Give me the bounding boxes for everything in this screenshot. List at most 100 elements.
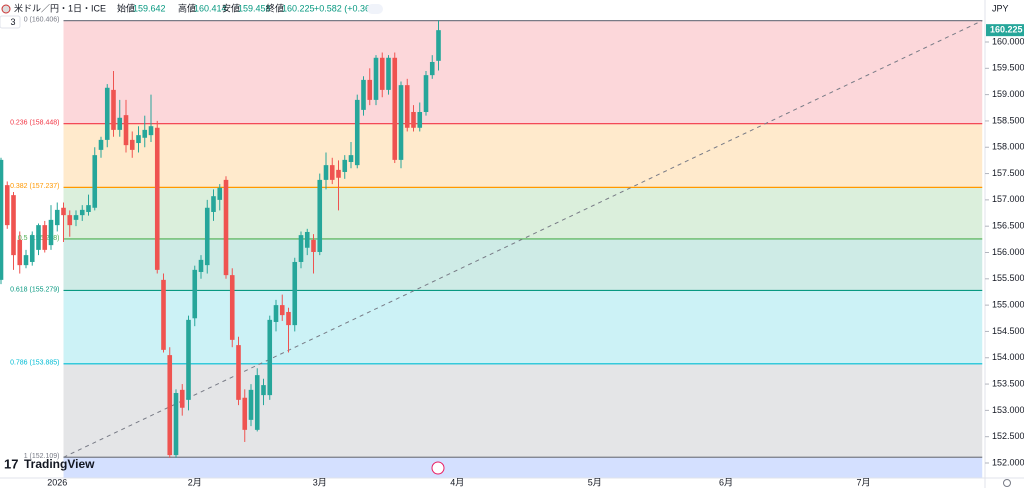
candle-body bbox=[273, 305, 279, 322]
x-tick-label: 7月 bbox=[856, 477, 870, 487]
fib-zone bbox=[63, 187, 983, 239]
candle-body bbox=[111, 89, 116, 130]
ohlc-name: 始値 bbox=[117, 2, 135, 13]
settings-icon[interactable] bbox=[1003, 479, 1011, 487]
fib-zone bbox=[63, 363, 983, 458]
candle-body bbox=[279, 305, 285, 316]
candle-body bbox=[386, 57, 391, 90]
axes: 152.000 152.500 153.000 153.500 154.000 154.5… bbox=[47, 24, 1024, 487]
y-tick-label: 153.000 bbox=[992, 405, 1024, 415]
candle-body bbox=[404, 85, 410, 128]
y-tick-label: 156.000 bbox=[992, 247, 1024, 257]
fib-label: 0.618 (155.279) bbox=[10, 286, 59, 293]
last-price-label: 160.225 bbox=[990, 25, 1023, 35]
candle-body bbox=[398, 85, 404, 160]
candle-body bbox=[148, 126, 154, 136]
candle-body bbox=[4, 185, 10, 226]
fib-label: 0 (160.406) bbox=[24, 16, 60, 23]
currency: JPY bbox=[992, 3, 1009, 13]
candle-body bbox=[123, 115, 129, 146]
candle-body bbox=[261, 385, 266, 396]
candle-body bbox=[154, 127, 160, 270]
candle-body bbox=[361, 79, 366, 110]
candle-body bbox=[42, 225, 48, 250]
candle-body bbox=[86, 205, 91, 212]
fib-label: 1 (152.109) bbox=[24, 453, 60, 460]
ohlc-value: 159.458 bbox=[238, 3, 271, 13]
candle-body bbox=[0, 159, 4, 280]
y-tick-label: 159.500 bbox=[992, 63, 1024, 73]
candle-body bbox=[304, 231, 310, 248]
x-tick-label: 2026 bbox=[47, 477, 67, 487]
candle-body bbox=[73, 215, 79, 220]
candle-body bbox=[429, 61, 435, 76]
x-tick-label: 3月 bbox=[313, 477, 327, 487]
candle-body bbox=[248, 389, 254, 420]
candle-body bbox=[198, 259, 204, 272]
y-tick-label: 159.000 bbox=[992, 89, 1024, 99]
fib-zone bbox=[63, 238, 983, 291]
candle-body bbox=[61, 207, 66, 216]
y-tick-label: 154.000 bbox=[992, 352, 1024, 362]
candle-body bbox=[23, 255, 29, 266]
indicator-count: 3 bbox=[10, 17, 15, 27]
y-tick-label: 157.500 bbox=[992, 168, 1024, 178]
candle-body bbox=[292, 261, 298, 326]
candle-body bbox=[342, 159, 348, 172]
candle-body bbox=[11, 195, 16, 256]
candle-body bbox=[411, 111, 416, 128]
candle-body bbox=[136, 135, 141, 144]
plot-area: 0 (160.406) 0.236 (158.448) 0.382 (157.237… bbox=[0, 16, 983, 478]
candle-body bbox=[317, 179, 323, 252]
x-tick-label: 5月 bbox=[588, 477, 602, 487]
flag-icon bbox=[1, 4, 11, 14]
candle-body bbox=[211, 196, 216, 212]
candle-body bbox=[104, 87, 110, 140]
ohlc-value: 159.642 bbox=[133, 3, 166, 13]
ohlc-name: 安値 bbox=[222, 2, 240, 13]
candle-body bbox=[267, 319, 273, 396]
pill[interactable] bbox=[367, 4, 383, 14]
candle-body bbox=[392, 57, 398, 160]
event-icon[interactable] bbox=[431, 461, 445, 475]
last-price-tag bbox=[986, 24, 1024, 37]
candle-body bbox=[379, 57, 385, 90]
indicator-toggle[interactable] bbox=[0, 15, 21, 29]
candle-body bbox=[217, 187, 223, 200]
candle-body bbox=[186, 319, 191, 400]
fib-label: 0.236 (158.448) bbox=[10, 120, 59, 127]
candle-body bbox=[336, 169, 341, 178]
candle-body bbox=[67, 215, 73, 226]
candle-body bbox=[54, 209, 60, 226]
candle-body bbox=[117, 117, 123, 130]
candle-body bbox=[323, 165, 329, 180]
y-tick-label: 154.500 bbox=[992, 326, 1024, 336]
y-tick-label: 158.000 bbox=[992, 142, 1024, 152]
candle-body bbox=[354, 99, 360, 166]
candle-body bbox=[161, 279, 166, 350]
fib-extension-zone bbox=[63, 457, 983, 478]
candle-body bbox=[192, 269, 198, 319]
ohlc-name: 高値 bbox=[178, 2, 196, 13]
candle-body bbox=[79, 209, 85, 216]
candle-body bbox=[48, 219, 54, 246]
candle-body bbox=[223, 179, 229, 276]
change: +0.582 (+0.36%) bbox=[314, 3, 381, 13]
y-tick-label: 153.500 bbox=[992, 378, 1024, 388]
candle-body bbox=[167, 355, 173, 456]
y-tick-label: 155.000 bbox=[992, 299, 1024, 309]
candle-body bbox=[142, 129, 148, 138]
fib-label: 0.786 (153.885) bbox=[10, 360, 59, 367]
x-tick-label: 6月 bbox=[719, 477, 733, 487]
fib-label: 0.382 (157.237) bbox=[10, 183, 59, 190]
candle-body bbox=[29, 235, 35, 262]
ohlc-value: 160.225 bbox=[282, 3, 315, 13]
candle-body bbox=[423, 75, 429, 112]
candle-body bbox=[298, 235, 304, 262]
candle-body bbox=[367, 79, 373, 100]
y-tick-label: 152.000 bbox=[992, 457, 1024, 467]
logo-mark: 17 bbox=[4, 456, 18, 471]
y-tick-label: 157.000 bbox=[992, 194, 1024, 204]
candle-body bbox=[179, 389, 185, 408]
x-tick-label: 4月 bbox=[450, 477, 464, 487]
